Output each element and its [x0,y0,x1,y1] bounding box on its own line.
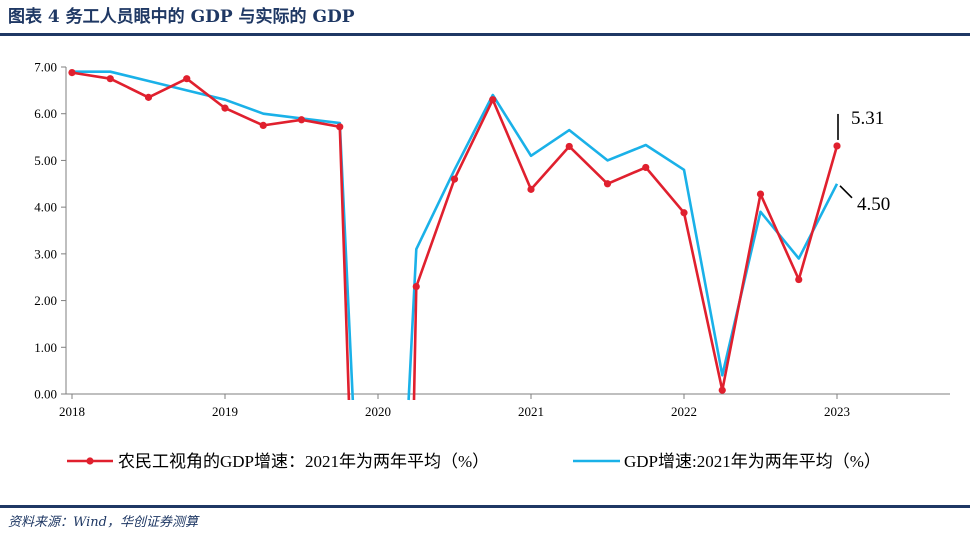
rural-gdp-point [297,116,306,124]
x-tick-label: 2020 [365,404,391,419]
figure-title: 图表 4 务工人员眼中的 GDP 与实际的 GDP [8,7,355,27]
title-rule [0,33,970,36]
gdp-series-line [407,93,839,401]
legend-marker-rural [86,457,94,465]
y-tick-label: 0.00 [34,387,57,402]
rural-gdp-point [795,275,803,284]
x-tick-label: 2023 [824,404,850,419]
source-note: 资料来源：Wind，华创证券测算 [8,515,198,530]
y-tick-label: 2.00 [34,293,57,308]
x-tick-label: 2021 [518,404,544,419]
y-tick-label: 6.00 [34,106,57,121]
rural-gdp-point [527,185,535,193]
rural-gdp-point [68,69,76,77]
rural-gdp-point [450,175,459,183]
rural-gdp-point [144,93,153,101]
gdp-last-value-label: 4.50 [857,194,890,215]
rural-gdp-point [565,142,573,151]
rural-gdp-point [221,104,229,112]
rural-gdp-point [106,75,114,83]
footer-rule [0,505,970,508]
y-tick-label: 1.00 [34,340,57,355]
rural-gdp-point [680,209,688,217]
x-tick-label: 2019 [212,404,238,419]
rural-gdp-point [412,282,420,291]
chart-legend: 农民工视角的GDP增速：2021年为两年平均（%） GDP增速:2021年为两年平… [67,452,881,471]
rural-gdp-point [603,180,612,188]
chart-annotations: 5.31 4.50 [837,108,890,215]
y-tick-label: 7.00 [34,60,57,75]
y-tick-label: 4.00 [34,200,57,215]
chart-axes: 0.00 1.00 2.00 3.00 4.00 5.00 6.00 7.00 2018 2019… [34,60,950,419]
y-tick-label: 5.00 [34,153,57,168]
rural-gdp-series-line [412,98,839,401]
rural-gdp-point [833,142,841,150]
line-chart: 0.00 1.00 2.00 3.00 4.00 5.00 6.00 7.00 2018 2019… [34,60,950,471]
chart-markers [68,69,841,394]
chart-lines [71,70,839,401]
annotation-leader [839,185,853,199]
legend-label-gdp: GDP增速:2021年为两年平均（%） [624,452,881,471]
legend-label-rural: 农民工视角的GDP增速：2021年为两年平均（%） [118,452,489,471]
rural-gdp-point [718,386,726,394]
x-tick-label: 2022 [671,404,697,419]
gdp-series-line [72,70,355,401]
rural-gdp-point [756,190,765,198]
rural-gdp-point [336,123,344,131]
rural-gdp-series-line [71,71,351,401]
rural-gdp-point [642,163,650,172]
x-tick-label: 2018 [59,404,85,419]
rural-gdp-point [259,121,267,129]
rural-gdp-point [183,75,191,83]
rural-gdp-last-value-label: 5.31 [851,108,884,129]
y-tick-label: 3.00 [34,246,57,261]
rural-gdp-point [489,96,497,104]
